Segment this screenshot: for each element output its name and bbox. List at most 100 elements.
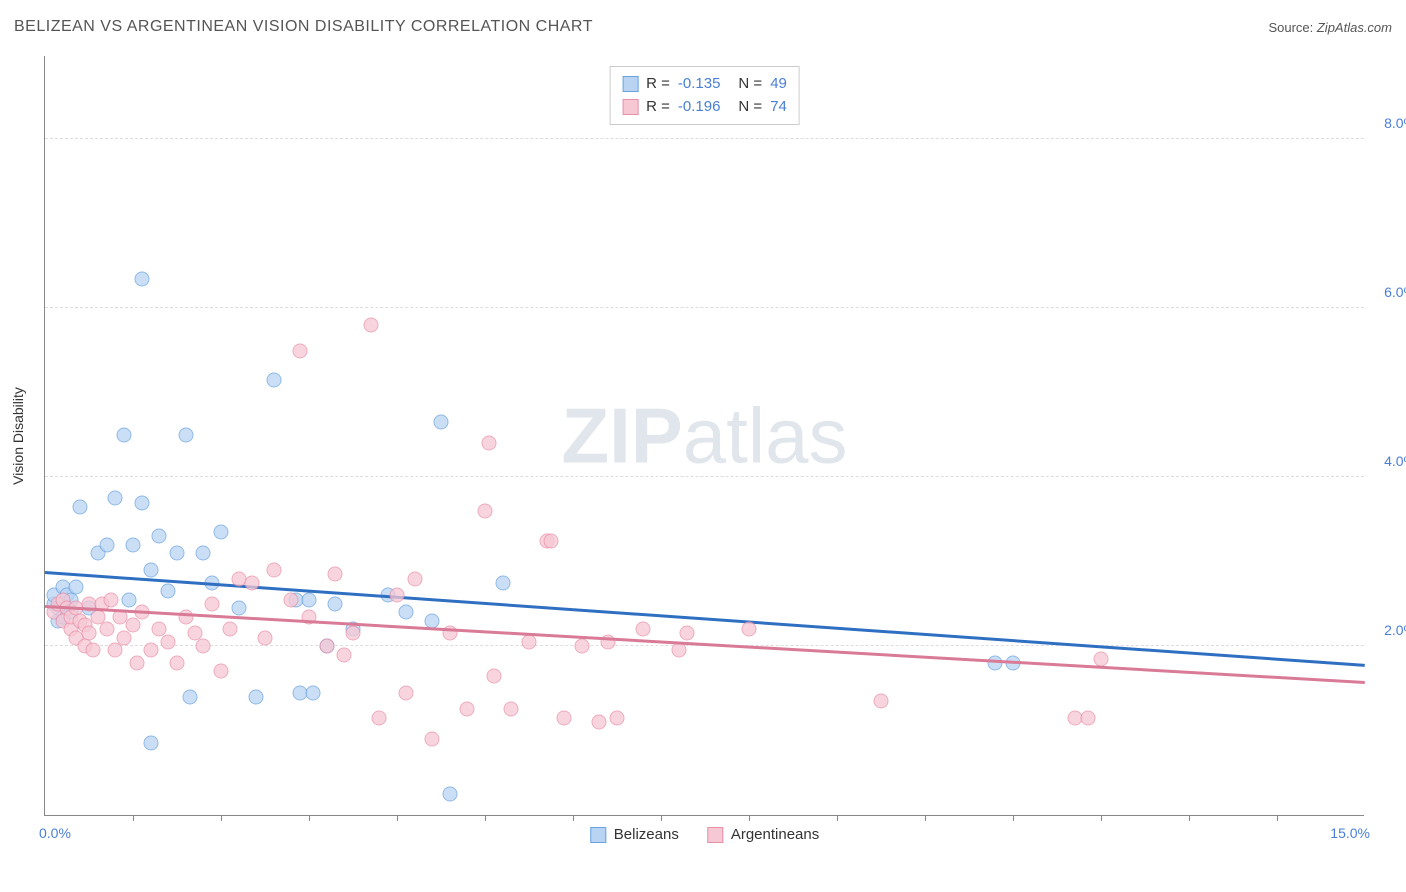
source-attribution: Source: ZipAtlas.com [1268,20,1392,35]
y-axis-label: Vision Disability [10,56,26,816]
x-tick [661,815,662,821]
data-point [244,575,259,590]
data-point [363,318,378,333]
data-point [86,643,101,658]
data-point [196,639,211,654]
data-point [104,592,119,607]
data-point [68,580,83,595]
data-point [1080,710,1095,725]
data-point [249,689,264,704]
data-point [134,495,149,510]
legend-item-belizeans: Belizeans [590,826,679,843]
data-point [99,622,114,637]
data-point [874,694,889,709]
x-tick [925,815,926,821]
data-point [152,529,167,544]
y-tick-label: 6.0% [1384,284,1406,300]
data-point [266,373,281,388]
data-point [196,546,211,561]
data-point [266,563,281,578]
x-tick [1189,815,1190,821]
x-tick [1013,815,1014,821]
x-tick [221,815,222,821]
data-point [108,643,123,658]
n-label: N = [738,73,762,96]
x-tick [309,815,310,821]
data-point [346,626,361,641]
data-point [482,436,497,451]
data-point [478,504,493,519]
legend-row-argentineans: R = -0.196 N = 74 [622,96,787,119]
data-point [161,584,176,599]
data-point [742,622,757,637]
data-point [143,736,158,751]
gridline [45,307,1364,308]
data-point [610,710,625,725]
data-point [680,626,695,641]
legend-row-belizeans: R = -0.135 N = 49 [622,73,787,96]
data-point [126,537,141,552]
y-tick-label: 4.0% [1384,453,1406,469]
x-tick [749,815,750,821]
gridline [45,138,1364,139]
data-point [117,630,132,645]
data-point [1094,651,1109,666]
data-point [143,643,158,658]
x-tick [1277,815,1278,821]
data-point [231,601,246,616]
data-point [214,664,229,679]
legend-label-argentineans: Argentineans [731,826,819,843]
data-point [161,634,176,649]
watermark: ZIPatlas [561,390,847,481]
data-point [214,525,229,540]
data-point [134,271,149,286]
data-point [486,668,501,683]
data-point [671,643,686,658]
chart-title: BELIZEAN VS ARGENTINEAN VISION DISABILIT… [14,18,593,36]
data-point [222,622,237,637]
r-value-argentineans: -0.196 [678,96,721,119]
swatch-belizeans [622,76,638,92]
watermark-bold: ZIP [561,391,682,479]
scatter-chart: ZIPatlas R = -0.135 N = 49 R = -0.196 N … [44,56,1364,816]
source-prefix: Source: [1268,20,1316,35]
title-bar: BELIZEAN VS ARGENTINEAN VISION DISABILIT… [14,18,1392,36]
n-value-belizeans: 49 [770,73,787,96]
legend-label-belizeans: Belizeans [614,826,679,843]
data-point [574,639,589,654]
data-point [302,592,317,607]
data-point [442,786,457,801]
data-point [495,575,510,590]
data-point [328,567,343,582]
x-tick [1101,815,1102,821]
data-point [143,563,158,578]
legend-item-argentineans: Argentineans [707,826,819,843]
data-point [99,537,114,552]
x-tick [133,815,134,821]
data-point [306,685,321,700]
data-point [434,415,449,430]
source-name: ZipAtlas.com [1317,20,1392,35]
data-point [170,656,185,671]
data-point [117,428,132,443]
n-value-argentineans: 74 [770,96,787,119]
data-point [398,685,413,700]
data-point [108,491,123,506]
data-point [170,546,185,561]
data-point [636,622,651,637]
data-point [183,689,198,704]
x-axis-min-label: 0.0% [39,825,71,841]
x-tick [573,815,574,821]
data-point [73,499,88,514]
data-point [398,605,413,620]
swatch-argentineans [622,99,638,115]
x-tick [837,815,838,821]
swatch-argentineans [707,827,723,843]
legend-series: Belizeans Argentineans [590,826,819,843]
data-point [178,428,193,443]
data-point [328,596,343,611]
x-tick [397,815,398,821]
data-point [205,596,220,611]
data-point [390,588,405,603]
n-label: N = [738,96,762,119]
